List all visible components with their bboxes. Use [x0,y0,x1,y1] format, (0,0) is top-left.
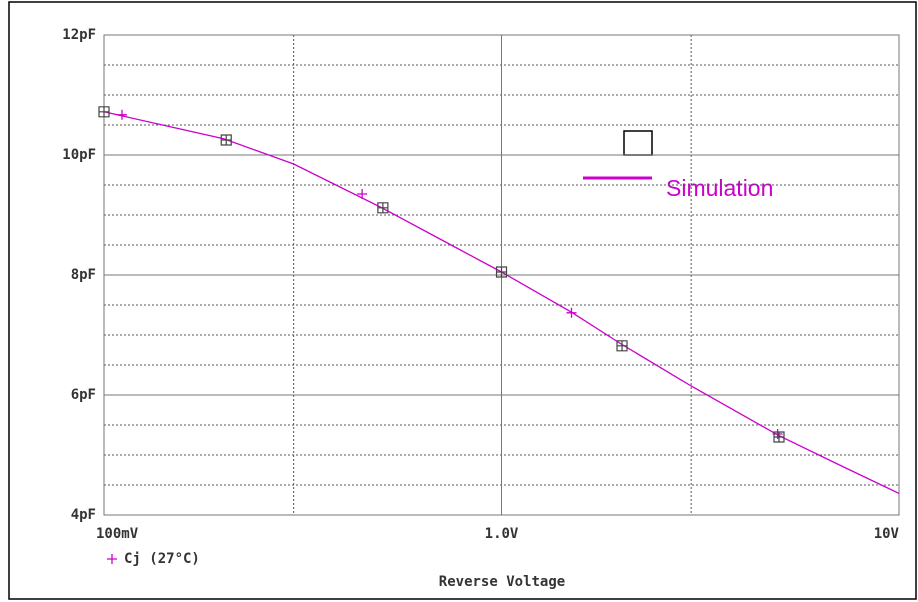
square-marker [220,134,232,146]
y-tick-label: 4pF [71,507,96,523]
annotation: Simulation [666,175,773,201]
line [103,111,900,494]
square-marker [377,202,389,214]
square-marker [616,340,628,352]
x-tick-label: 1.0V [485,526,519,542]
frame [8,1,917,600]
square-marker [495,266,508,278]
square-marker [98,106,110,118]
legend-marker [107,554,117,564]
plus-marker [566,307,577,318]
square-marker [773,431,785,443]
plus-marker [357,189,368,199]
plus-marker [117,109,128,120]
legend-label: Cj (27°C) [124,551,200,567]
y-tick-label: 6pF [71,387,96,403]
x-tick-label: 100mV [96,526,139,542]
y-tick-label: 8pF [71,267,96,283]
plot-border [103,34,900,516]
x-tick-label: 10V [874,526,900,542]
legend-box [623,130,653,156]
y-tick-label: 12pF [62,27,96,43]
y-tick-label: 10pF [62,147,96,163]
x-axis-label: Reverse Voltage [439,574,565,590]
